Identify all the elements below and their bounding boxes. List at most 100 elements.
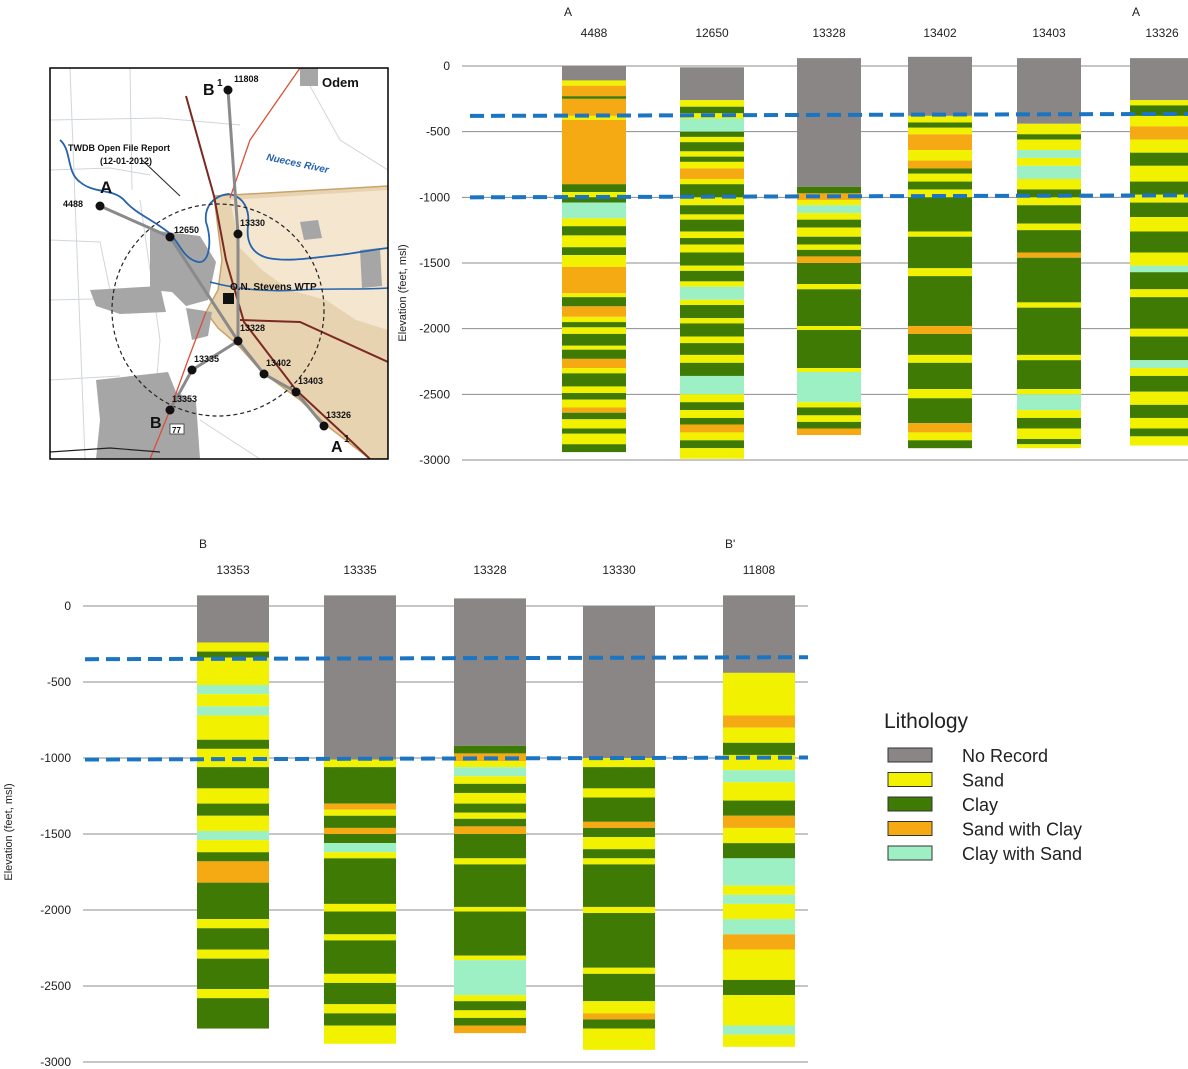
lithology-layer [324, 827, 396, 834]
lithology-layer [1017, 302, 1081, 308]
lithology-layer [908, 181, 972, 190]
well-name-label: 13353 [216, 563, 250, 577]
lithology-layer [680, 318, 744, 324]
lithology-layer [454, 858, 526, 865]
lithology-layer [562, 412, 626, 420]
legend-swatch [887, 796, 933, 812]
a-well-headers: A 4488 12650 13328 13402 13403 A 13326 [564, 5, 1179, 40]
lithology-layer [723, 827, 795, 844]
lithology-layer [680, 299, 744, 306]
lithology-layer [680, 286, 744, 300]
legend-item-label: Clay with Sand [962, 844, 1082, 864]
y-tick-label: -2000 [419, 322, 450, 336]
lithology-layer [454, 955, 526, 961]
odem-label: Odem [322, 75, 359, 90]
lithology-layer [797, 329, 861, 369]
lithology-layer [680, 214, 744, 220]
map-well-dot [95, 201, 105, 211]
lithology-layer [197, 861, 269, 883]
lithology-layer [680, 219, 744, 232]
lithology-layer [723, 1025, 795, 1035]
lithology-layer [1017, 354, 1081, 361]
well-column-13326 [1130, 58, 1188, 446]
map-well-dot [233, 336, 243, 346]
well-column-13330 [583, 606, 655, 1050]
lithology-layer [583, 1028, 655, 1050]
map-well-dot [223, 85, 233, 95]
lithology-layer [680, 281, 744, 287]
lithology-layer [797, 213, 861, 220]
lithology-layer [908, 127, 972, 135]
lithology-layer [324, 1025, 396, 1044]
location-map: 11808 4488 12650 13330 13328 13335 13402 13403 1… [49, 67, 389, 460]
lithology-layer [680, 336, 744, 344]
lithology-layer [680, 323, 744, 337]
lithology-layer [583, 913, 655, 968]
lithology-layer [324, 809, 396, 816]
lithology-layer [908, 197, 972, 232]
lithology-layer [1130, 115, 1188, 127]
y-tick-label: -2000 [40, 903, 71, 917]
lithology-layer [583, 858, 655, 865]
y-tick-label: 0 [64, 599, 71, 613]
lithology-layer [680, 161, 744, 169]
map-well-label: 13335 [194, 354, 219, 364]
lithology-layer [562, 345, 626, 350]
lithology-layer [562, 368, 626, 374]
lithology-layer [197, 958, 269, 990]
y-tick-label: -3000 [40, 1055, 71, 1069]
b-guide-lines [84, 655, 809, 762]
y-tick-label: -1500 [40, 827, 71, 841]
lithology-layer [1130, 58, 1188, 101]
lithology-layer [324, 911, 396, 935]
well-column-13402 [908, 56, 972, 449]
lithology-layer [324, 973, 396, 983]
lithology-layer [680, 244, 744, 253]
twdb-label-line1: TWDB Open File Report [68, 143, 170, 153]
lithology-layer [1017, 389, 1081, 395]
lithology-layer [583, 758, 655, 768]
lithology-layer [197, 989, 269, 999]
lithology-layer [562, 433, 626, 445]
lithology-layer [908, 236, 972, 269]
lithology-layer [562, 322, 626, 328]
lithology-layer [1017, 417, 1081, 429]
lithology-layer [797, 263, 861, 285]
lithology-layer [197, 928, 269, 950]
lithology-layer [562, 349, 626, 359]
lithology-layer [197, 767, 269, 789]
lithology-layer [908, 326, 972, 334]
lithology-layer [454, 818, 526, 827]
highway-north [229, 68, 301, 199]
map-well-dot [187, 365, 197, 375]
lithology-layer [583, 1001, 655, 1014]
lithology-layer [723, 742, 795, 755]
lithology-layer [1130, 272, 1188, 290]
lithology-layer [723, 800, 795, 816]
lithology-layer [1017, 257, 1081, 303]
lithology-layer [197, 694, 269, 707]
legend-item-label: No Record [962, 746, 1048, 766]
lithology-layer [680, 238, 744, 245]
well-header-letter: B [199, 537, 207, 551]
lithology-layer [583, 767, 655, 789]
lithology-layer [562, 218, 626, 227]
lithology-layer [324, 982, 396, 1005]
map-well-dot [165, 232, 175, 242]
lithology-layer [723, 919, 795, 935]
lithology-layer [197, 651, 269, 658]
guide-dashed-line [84, 755, 809, 762]
cross-section-b-chart: 0 -500 -1000 -1500 -2000 -2500 -3000 B 13353 133… [3, 537, 809, 1069]
lithology-layer [454, 960, 526, 996]
legend-swatch [887, 845, 933, 861]
lithology-layer [454, 767, 526, 777]
lithology-layer [583, 797, 655, 822]
lithology-layer [583, 821, 655, 828]
lithology-layer [1130, 217, 1188, 232]
map-well-label: 13330 [240, 218, 265, 228]
lithology-layer [1017, 197, 1081, 206]
lithology-layer [583, 837, 655, 850]
legend-swatch [887, 772, 933, 787]
lithology-layer [680, 410, 744, 418]
lithology-layer [562, 297, 626, 307]
